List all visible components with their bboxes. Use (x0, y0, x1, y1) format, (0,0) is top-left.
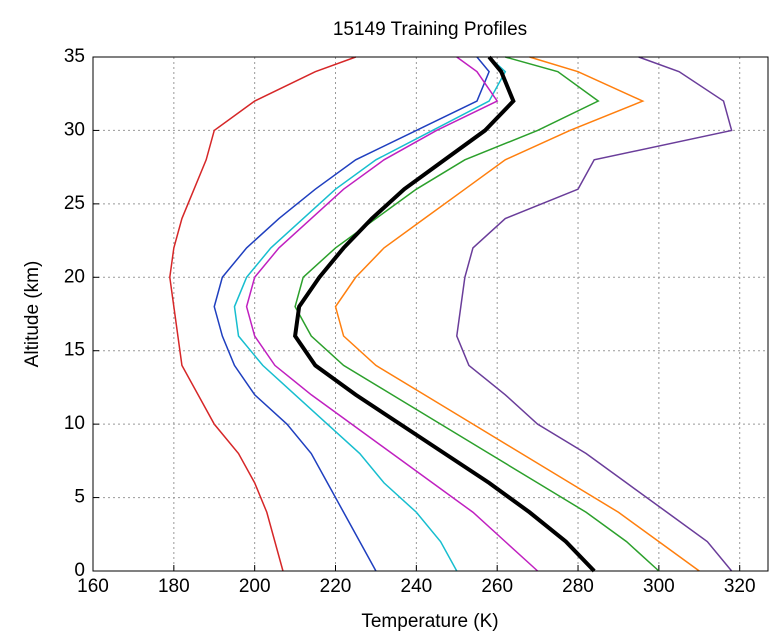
x-tick-label: 220 (320, 576, 352, 597)
y-axis-label: Altitude (km) (22, 261, 43, 368)
x-tick-label: 320 (724, 576, 756, 597)
x-tick-label: 160 (77, 576, 109, 597)
chart-title: 15149 Training Profiles (333, 19, 527, 40)
x-tick-label: 260 (481, 576, 513, 597)
profile-line (294, 56, 660, 572)
profile-line (233, 56, 507, 572)
y-tick-label: 25 (64, 193, 85, 214)
x-axis-label: Temperature (K) (361, 611, 498, 632)
y-tick-label: 30 (64, 119, 85, 140)
y-tick-label: 20 (64, 266, 85, 287)
y-tick-label: 15 (64, 340, 85, 361)
y-tick-label: 5 (74, 487, 85, 508)
profile-line (213, 56, 490, 572)
y-tick-label: 35 (64, 46, 85, 67)
plot-frame (92, 56, 769, 572)
profile-line (169, 56, 356, 572)
x-tick-label: 280 (562, 576, 594, 597)
profile-line (245, 56, 539, 572)
y-tick-label: 10 (64, 413, 85, 434)
x-tick-label: 180 (158, 576, 190, 597)
x-tick-label: 300 (643, 576, 675, 597)
profile-line (456, 56, 733, 572)
x-tick-label: 240 (401, 576, 433, 597)
profile-line (293, 55, 596, 573)
y-tick-label: 0 (74, 560, 85, 581)
profile-line (334, 56, 700, 572)
x-tick-label: 200 (239, 576, 271, 597)
